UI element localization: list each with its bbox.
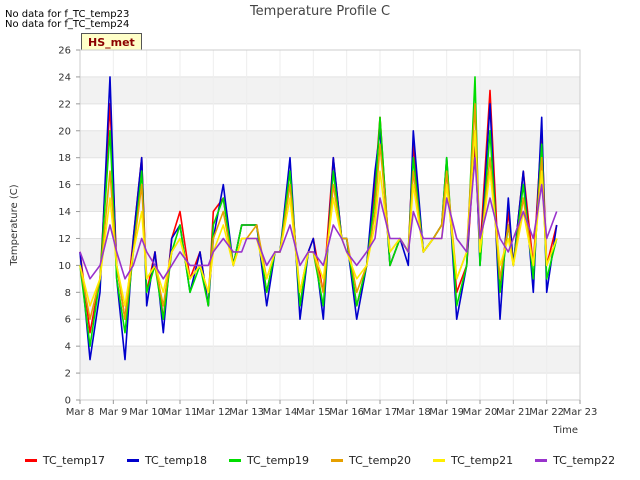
y-tick-label: 8 bbox=[65, 288, 71, 299]
background-band bbox=[80, 103, 580, 131]
x-tick-label: Mar 18 bbox=[396, 407, 431, 418]
y-tick-label: 26 bbox=[58, 46, 71, 57]
y-tick-label: 16 bbox=[58, 180, 71, 191]
x-tick-label: Mar 22 bbox=[529, 407, 564, 418]
series-line-tc_temp22 bbox=[79, 156, 558, 280]
legend-label: TC_temp19 bbox=[246, 454, 309, 467]
legend-item-tc_temp21: TC_temp21 bbox=[433, 454, 513, 467]
x-tick-label: Mar 13 bbox=[229, 407, 264, 418]
legend-item-tc_temp17: TC_temp17 bbox=[24, 454, 105, 467]
background-band bbox=[80, 373, 580, 400]
legend-swatch bbox=[433, 459, 446, 462]
x-tick-label: Mar 20 bbox=[463, 407, 498, 418]
x-tick-label: Mar 23 bbox=[563, 407, 598, 418]
legend-label: TC_temp17 bbox=[42, 454, 105, 467]
y-tick-label: 20 bbox=[58, 126, 71, 137]
series-lines bbox=[79, 76, 558, 361]
y-tick-label: 6 bbox=[65, 315, 71, 326]
legend-item-tc_temp19: TC_temp19 bbox=[228, 454, 309, 467]
x-tick-label: Mar 15 bbox=[296, 407, 331, 418]
legend-swatch bbox=[126, 459, 139, 462]
legend-label: TC_temp18 bbox=[144, 454, 207, 467]
x-tick-label: Mar 17 bbox=[363, 407, 398, 418]
background-band bbox=[80, 157, 580, 185]
station-badge: HS_met bbox=[81, 33, 142, 52]
x-tick-label: Mar 9 bbox=[99, 407, 127, 418]
legend-label: TC_temp20 bbox=[349, 454, 412, 467]
x-tick-label: Mar 14 bbox=[263, 407, 298, 418]
y-tick-label: 2 bbox=[65, 369, 71, 380]
plot-frame bbox=[79, 49, 581, 401]
x-tick-label: Mar 8 bbox=[66, 407, 94, 418]
legend-label: TC_temp21 bbox=[451, 454, 514, 467]
y-tick-label: 18 bbox=[58, 153, 71, 164]
background-band bbox=[80, 130, 580, 158]
legend-swatch bbox=[24, 459, 37, 462]
x-tick-label: Mar 16 bbox=[329, 407, 364, 418]
y-tick-label: 0 bbox=[65, 396, 71, 407]
legend: TC_temp17 TC_temp18 TC_temp19 TC_temp20 TC_t… bbox=[0, 454, 640, 467]
y-tick-label: 24 bbox=[58, 72, 71, 83]
background-band bbox=[80, 50, 580, 77]
x-tick-label: Mar 19 bbox=[429, 407, 464, 418]
y-axis-label: Temperature (C) bbox=[9, 184, 20, 266]
legend-item-tc_temp20: TC_temp20 bbox=[331, 454, 411, 467]
background-band bbox=[80, 76, 580, 104]
no-data-note-temp23: No data for f_TC_temp23 bbox=[5, 9, 130, 20]
y-tick-label: 14 bbox=[58, 207, 71, 218]
legend-item-tc_temp18: TC_temp18 bbox=[126, 454, 207, 467]
x-tick-label: Mar 12 bbox=[196, 407, 231, 418]
y-tick-label: 22 bbox=[58, 99, 71, 110]
chart-title: Temperature Profile C bbox=[249, 4, 391, 19]
legend-swatch bbox=[228, 459, 241, 462]
x-tick-label: Mar 21 bbox=[496, 407, 531, 418]
x-axis-label: Time bbox=[553, 425, 578, 436]
y-tick-label: 10 bbox=[58, 261, 71, 272]
y-tick-label: 12 bbox=[58, 234, 71, 245]
x-tick-label: Mar 10 bbox=[129, 407, 164, 418]
background-band bbox=[80, 346, 580, 374]
background-band bbox=[80, 292, 580, 320]
no-data-note-temp24: No data for f_TC_temp24 bbox=[5, 19, 130, 30]
y-tick-label: 4 bbox=[65, 342, 71, 353]
background-band bbox=[80, 319, 580, 347]
legend-label: TC_temp22 bbox=[553, 454, 616, 467]
legend-swatch bbox=[331, 459, 343, 462]
x-tick-label: Mar 11 bbox=[163, 407, 198, 418]
legend-item-tc_temp22: TC_temp22 bbox=[535, 454, 615, 467]
legend-swatch bbox=[535, 459, 548, 462]
